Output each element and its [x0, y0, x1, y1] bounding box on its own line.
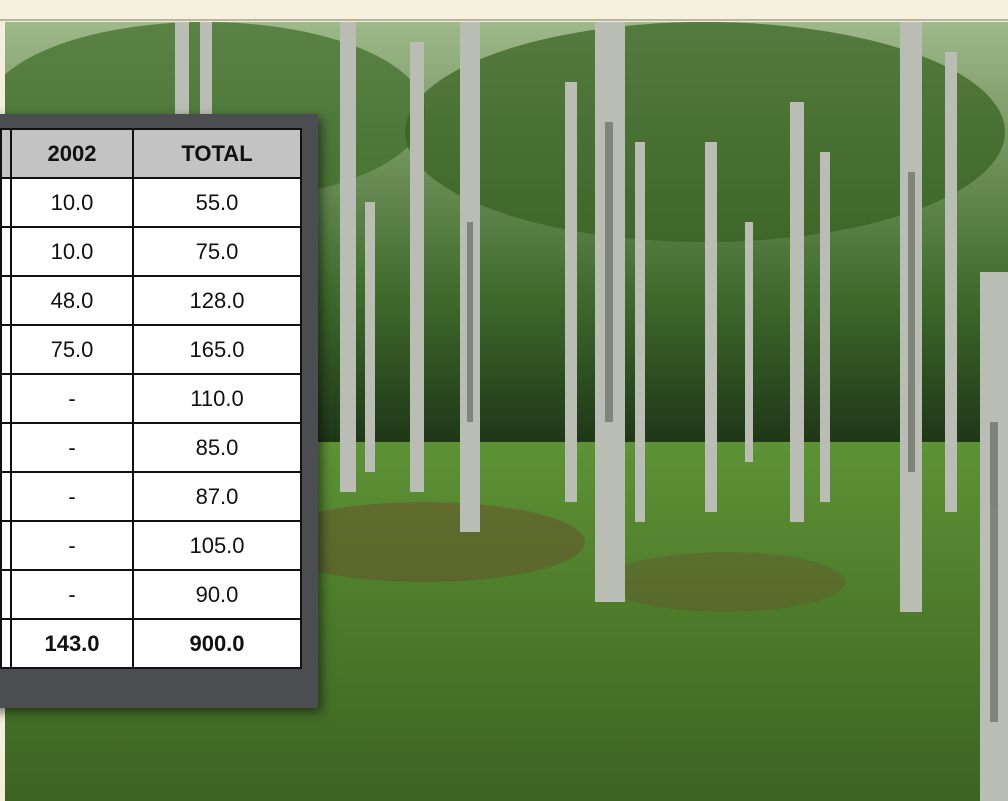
table-cell: 110.0 [133, 374, 301, 423]
cut-cell [1, 472, 11, 521]
table-cell: 85.0 [133, 423, 301, 472]
table-cell: - [11, 374, 133, 423]
cut-cell [1, 178, 11, 227]
table-row: -105.0 [1, 521, 301, 570]
table-cell: - [11, 521, 133, 570]
table-cell: 48.0 [11, 276, 133, 325]
table-cell: - [11, 570, 133, 619]
table-cell: 55.0 [133, 178, 301, 227]
table-cell: 165.0 [133, 325, 301, 374]
cut-cell [1, 521, 11, 570]
table-cell: 75.0 [11, 325, 133, 374]
cut-cell [1, 276, 11, 325]
table-cell: 128.0 [133, 276, 301, 325]
table-cell: 75.0 [133, 227, 301, 276]
table-row: -87.0 [1, 472, 301, 521]
table-cell: - [11, 423, 133, 472]
page: 2002 TOTAL 10.055.010.075.048.0128.075.0… [0, 0, 1008, 801]
table-row: -85.0 [1, 423, 301, 472]
header-cell [1, 129, 11, 178]
header-cell: TOTAL [133, 129, 301, 178]
table-cell: 90.0 [133, 570, 301, 619]
table-cell: 143.0 [11, 619, 133, 668]
table-cell: 87.0 [133, 472, 301, 521]
table-row: -90.0 [1, 570, 301, 619]
table-cell: 10.0 [11, 227, 133, 276]
cut-cell [1, 423, 11, 472]
table-row: -110.0 [1, 374, 301, 423]
top-bar [0, 0, 1008, 21]
cut-cell [1, 619, 11, 668]
cut-cell [1, 570, 11, 619]
header-cell: 2002 [11, 129, 133, 178]
table-cell: 105.0 [133, 521, 301, 570]
cut-cell [1, 374, 11, 423]
table-cell: 900.0 [133, 619, 301, 668]
table-cell: 10.0 [11, 178, 133, 227]
header-row: 2002 TOTAL [1, 129, 301, 178]
table-cell: - [11, 472, 133, 521]
cut-cell [1, 227, 11, 276]
cut-cell [1, 325, 11, 374]
